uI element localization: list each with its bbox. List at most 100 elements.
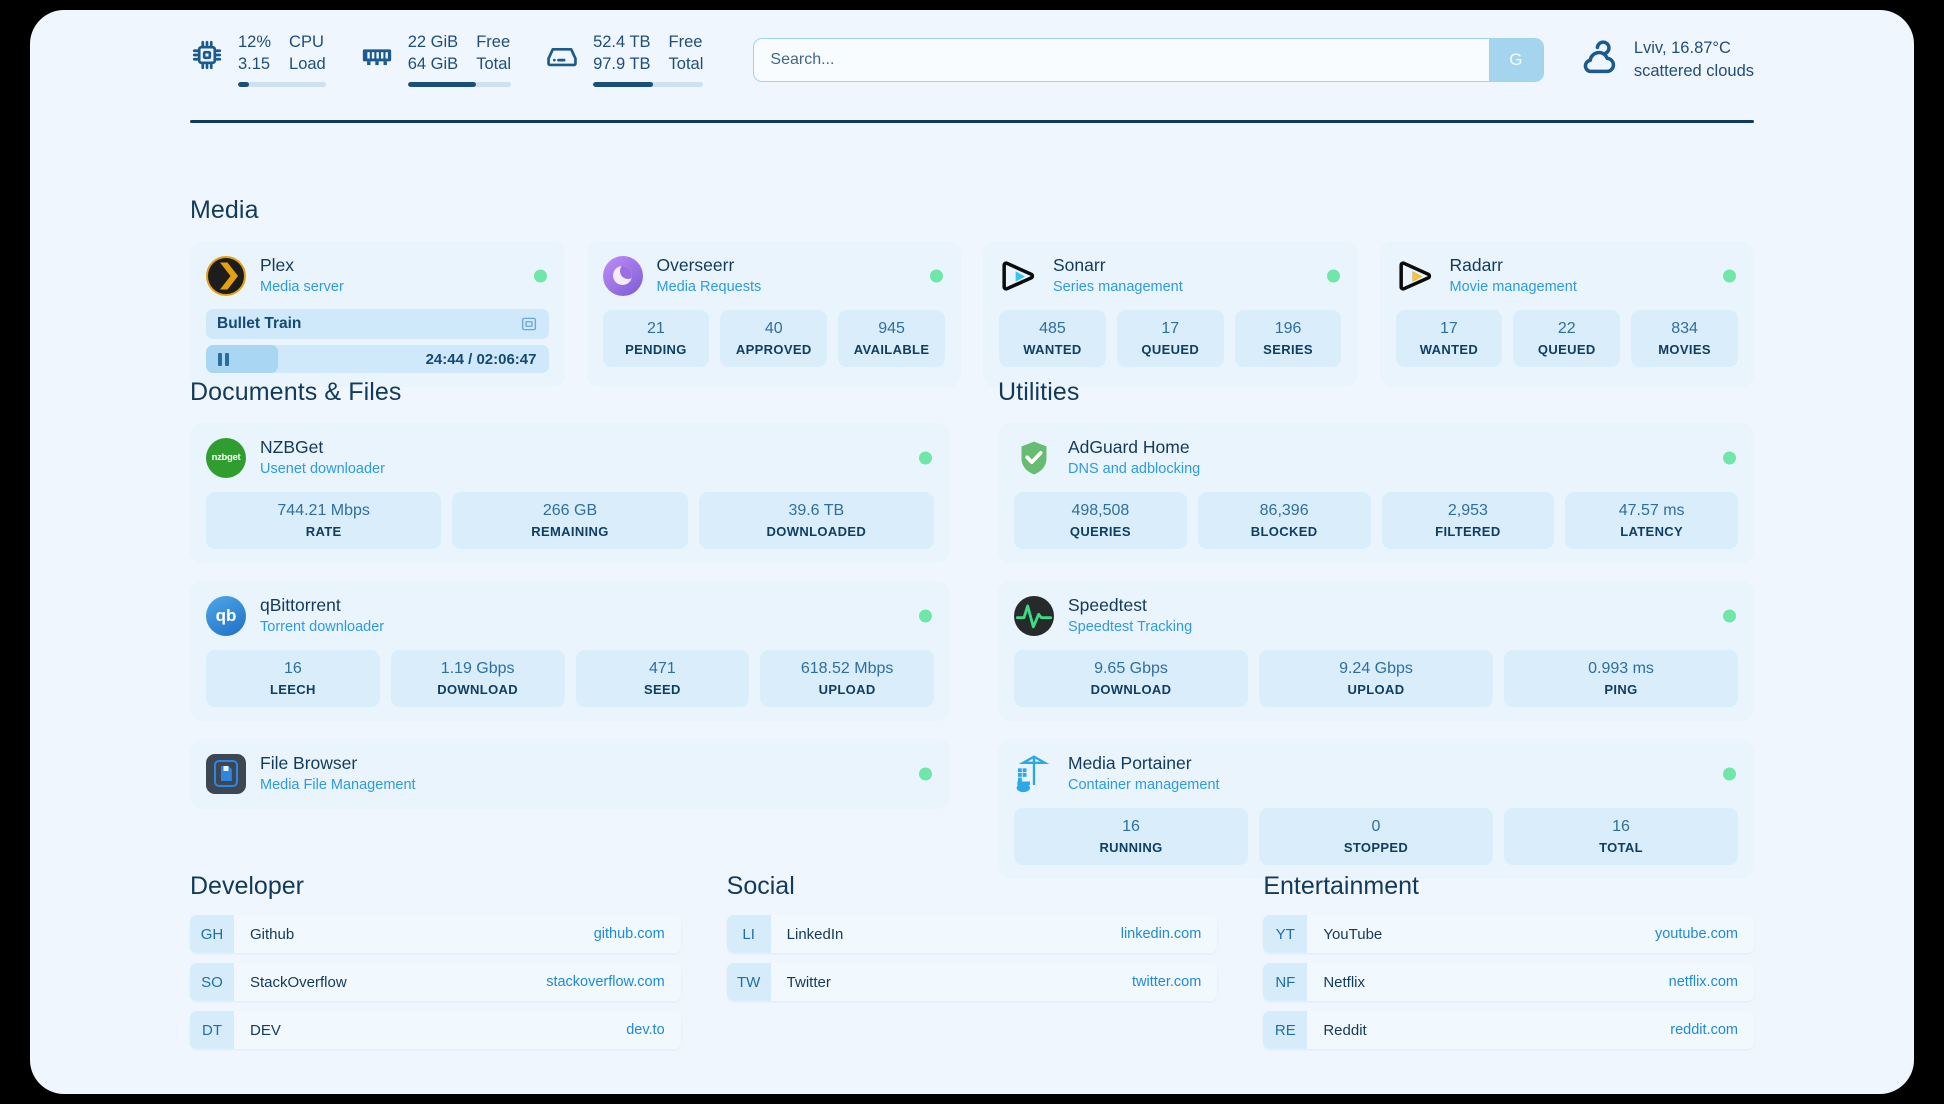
- stat-tile[interactable]: 86,396 BLOCKED: [1197, 492, 1371, 549]
- stat-label: BLOCKED: [1250, 524, 1318, 539]
- bookmark-badge: SO: [190, 963, 234, 1001]
- adguard-icon: [1014, 438, 1054, 478]
- bookmark-name: Github: [250, 925, 295, 943]
- media-app-card[interactable]: Radarr Movie management 17 WANTED 22 QUEUED 83…: [1379, 241, 1754, 387]
- stat-label: DOWNLOAD: [1090, 682, 1172, 697]
- media-app-card-header: Overseerr Media Requests: [602, 254, 946, 297]
- bookmark-item[interactable]: LI LinkedIn linkedin.com: [726, 915, 1218, 953]
- utilities-app-card[interactable]: Speedtest Speedtest Tracking 9.65 Gbps DOWN…: [998, 581, 1754, 721]
- stat-tile[interactable]: 9.65 Gbps DOWNLOAD: [1014, 650, 1248, 707]
- media-app-card[interactable]: Plex Media server Bullet Train 24:44 / 02:0…: [190, 241, 565, 387]
- stat-tile[interactable]: 9.24 Gbps UPLOAD: [1259, 650, 1493, 707]
- stat-tile[interactable]: 945 AVAILABLE: [838, 310, 945, 367]
- stat-label: REMAINING: [531, 524, 609, 539]
- utilities-app-card[interactable]: Media Portainer Container management 16 RUN…: [998, 739, 1754, 879]
- stat-tile[interactable]: 16 LEECH: [206, 650, 380, 707]
- memory-progress-bar: [407, 82, 512, 87]
- cpu-label-bottom: Load: [289, 55, 326, 73]
- utilities-app-card[interactable]: AdGuard Home DNS and adblocking 498,508 QUE…: [998, 423, 1754, 563]
- bookmark-item[interactable]: TW Twitter twitter.com: [726, 963, 1218, 1001]
- documents-app-card-header: File Browser Media File Management: [206, 752, 934, 795]
- media-section-title: Media: [190, 196, 259, 224]
- stat-tile[interactable]: 16 RUNNING: [1014, 808, 1248, 865]
- stat-tile[interactable]: 47.57 ms LATENCY: [1565, 492, 1738, 549]
- bookmark-badge: LI: [726, 915, 771, 953]
- search-box[interactable]: G: [753, 37, 1544, 82]
- status-badge: [1326, 269, 1340, 282]
- stat-tile[interactable]: 40 APPROVED: [720, 310, 828, 367]
- pause-icon[interactable]: [218, 352, 229, 366]
- ram-icon: [360, 38, 394, 72]
- stat-tile[interactable]: 744.21 Mbps RATE: [206, 492, 442, 549]
- weather-location-temp: Lviv, 16.87°C: [1633, 38, 1731, 57]
- status-badge: [919, 451, 932, 464]
- stat-tile[interactable]: 16 TOTAL: [1504, 808, 1738, 865]
- stat-tiles: 744.21 Mbps RATE 266 GB REMAINING 39.6 TB DOW…: [206, 492, 934, 549]
- stat-tiles: 16 LEECH 1.19 Gbps DOWNLOAD 471 SEED 618.52 Mb…: [206, 650, 934, 707]
- status-badge: [1723, 767, 1736, 780]
- stat-tile[interactable]: 17 QUEUED: [1116, 310, 1224, 367]
- bookmark-item[interactable]: NF Netflix netflix.com: [1263, 963, 1754, 1001]
- stat-label: WANTED: [1023, 342, 1082, 357]
- cast-icon[interactable]: [520, 315, 538, 333]
- media-app-card[interactable]: Sonarr Series management 485 WANTED 17 QUEUED…: [983, 241, 1358, 387]
- stat-label: TOTAL: [1599, 840, 1643, 855]
- stat-label: SERIES: [1263, 342, 1313, 357]
- app-name: Speedtest: [1068, 595, 1147, 615]
- overseerr-icon: [602, 255, 643, 296]
- app-subtitle: Media File Management: [260, 777, 416, 793]
- documents-app-card[interactable]: File Browser Media File Management: [190, 739, 950, 809]
- search-input[interactable]: [754, 38, 1489, 81]
- stat-tile[interactable]: 471 SEED: [575, 650, 750, 707]
- stat-tile[interactable]: 21 PENDING: [602, 310, 710, 367]
- bookmark-item[interactable]: DT DEV dev.to: [190, 1011, 681, 1049]
- bookmark-name: LinkedIn: [786, 925, 844, 943]
- cpu-stat: 12% 3.15 CPU Load: [190, 32, 326, 87]
- stat-value: 498,508: [1071, 502, 1130, 519]
- stat-tile[interactable]: 2,953 FILTERED: [1381, 492, 1555, 549]
- stat-tile[interactable]: 0.993 ms PING: [1504, 650, 1738, 707]
- bookmark-item[interactable]: RE Reddit reddit.com: [1263, 1011, 1754, 1049]
- bookmark-badge: GH: [190, 915, 234, 953]
- app-subtitle: Media server: [260, 279, 344, 295]
- bookmark-group-title: Entertainment: [1263, 872, 1419, 900]
- stat-tile[interactable]: 485 WANTED: [999, 310, 1106, 367]
- bookmark-item[interactable]: GH Github github.com: [190, 915, 681, 953]
- stat-tile[interactable]: 17 WANTED: [1395, 310, 1503, 367]
- now-playing-title-bar[interactable]: Bullet Train: [206, 309, 549, 339]
- stat-label: LEECH: [269, 682, 316, 697]
- status-badge: [533, 269, 547, 282]
- cpu-label-top: CPU: [289, 33, 324, 51]
- stat-value: 9.65 Gbps: [1094, 660, 1168, 677]
- now-playing-progress[interactable]: 24:44 / 02:06:47: [206, 345, 549, 373]
- stat-tile[interactable]: 22 QUEUED: [1513, 310, 1621, 367]
- search-submit-button[interactable]: G: [1488, 38, 1543, 81]
- stat-value: 16: [1612, 818, 1630, 835]
- stat-tile[interactable]: 834 MOVIES: [1631, 310, 1738, 367]
- bookmark-item[interactable]: YT YouTube youtube.com: [1263, 915, 1754, 953]
- storage-stat: 52.4 TB 97.9 TB Free Total: [545, 32, 704, 87]
- documents-app-card[interactable]: qb qBittorrent Torrent downloader 16 LEECH 1.…: [190, 581, 950, 721]
- app-subtitle: Torrent downloader: [260, 619, 385, 635]
- stat-tile[interactable]: 1.19 Gbps DOWNLOAD: [390, 650, 565, 707]
- stat-tile[interactable]: 618.52 Mbps UPLOAD: [760, 650, 934, 707]
- app-name: Sonarr: [1053, 255, 1106, 275]
- stat-tile[interactable]: 498,508 QUERIES: [1014, 492, 1187, 549]
- stat-label: WANTED: [1419, 342, 1479, 357]
- documents-section: Documents & Files nzbget NZBGet Usenet dow…: [190, 378, 950, 809]
- media-app-card[interactable]: Overseerr Media Requests 21 PENDING 40 APPROV…: [586, 241, 961, 387]
- stat-tile[interactable]: 196 SERIES: [1234, 310, 1342, 367]
- stat-value: 0.993 ms: [1588, 660, 1654, 677]
- stat-tile[interactable]: 39.6 TB DOWNLOADED: [698, 492, 934, 549]
- cpu-usage-value: 12%: [238, 33, 272, 51]
- documents-app-card[interactable]: nzbget NZBGet Usenet downloader 744.21 Mbps…: [190, 423, 950, 563]
- media-app-card-header: Radarr Movie management: [1396, 254, 1739, 297]
- bookmark-item[interactable]: SO StackOverflow stackoverflow.com: [190, 963, 681, 1001]
- media-app-card-header: Sonarr Series management: [999, 254, 1342, 297]
- bookmark-url: netflix.com: [1668, 974, 1738, 990]
- stat-tile[interactable]: 0 STOPPED: [1259, 808, 1493, 865]
- stat-tile[interactable]: 266 GB REMAINING: [452, 492, 688, 549]
- now-playing-time: 24:44 / 02:06:47: [425, 350, 537, 368]
- utilities-app-card-header: Media Portainer Container management: [1014, 752, 1738, 795]
- stat-label: UPLOAD: [1347, 682, 1405, 697]
